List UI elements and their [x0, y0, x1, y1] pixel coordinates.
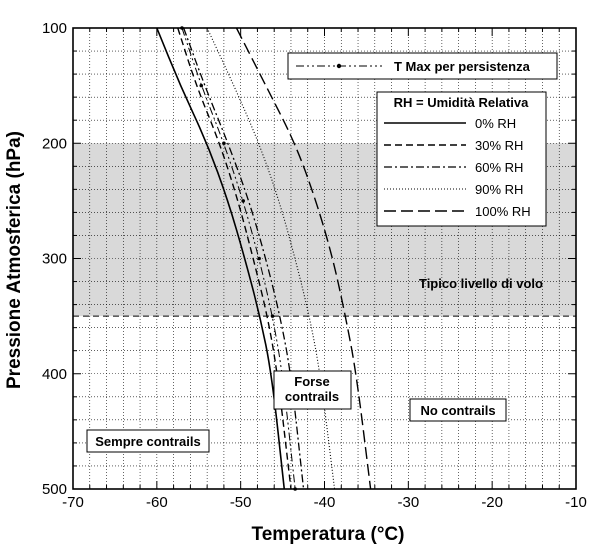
x-tick-label: -30	[397, 494, 419, 511]
legend-label-2: 60% RH	[475, 160, 523, 175]
series-line-1	[177, 27, 292, 490]
legend-label-1: 30% RH	[475, 138, 523, 153]
x-tick-label: -10	[565, 494, 587, 511]
y-tick-label: 100	[42, 20, 67, 37]
series-layer	[156, 26, 372, 491]
y-tick-label: 300	[42, 251, 67, 268]
legend-label-4: 100% RH	[475, 204, 531, 219]
legend-tmax: T Max per persistenza	[287, 52, 558, 80]
flight-band-label: Tipico livello di volo	[419, 276, 543, 291]
tmax-marker	[241, 199, 245, 203]
tmax-marker	[270, 314, 275, 318]
legend-label-3: 90% RH	[475, 182, 523, 197]
x-tick-label: -70	[62, 494, 84, 511]
series-line-3	[206, 27, 336, 490]
annotation-box-forse	[273, 370, 352, 410]
y-axis-title: Pressione Atmosferica (hPa)	[4, 131, 25, 389]
legend-tmax-marker	[336, 63, 342, 69]
annotation-forse-line-2: contrails	[285, 389, 339, 404]
series-line-5	[181, 27, 296, 490]
series-line-4	[235, 27, 372, 490]
annotation-forse-line-1: Forse	[294, 374, 329, 389]
legend-rh-title: RH = Umidità Relativa	[394, 95, 530, 110]
x-tick-label: -60	[146, 494, 168, 511]
legend-rh: RH = Umidità Relativa 0% RH 30% RH 60% RH 9…	[376, 91, 547, 227]
annotation-box-sempre	[86, 429, 210, 453]
x-tick-label: -20	[481, 494, 503, 511]
series-line-2	[183, 27, 305, 490]
legend-rh-box	[376, 91, 547, 227]
tmax-marker	[222, 141, 226, 146]
y-tick-label: 200	[42, 135, 67, 152]
series-line-0	[156, 27, 286, 490]
x-tick-label: -40	[314, 494, 336, 511]
legend-label-0: 0% RH	[475, 116, 516, 131]
legend-tmax-label: T Max per persistenza	[394, 59, 531, 74]
y-tick-label: 500	[42, 481, 67, 498]
annotations: Forse contrails No contrails Sempre cont…	[86, 276, 543, 453]
tmax-marker	[257, 256, 261, 261]
annotation-sempre-text: Sempre contrails	[95, 434, 201, 449]
legend-tmax-box	[287, 52, 558, 80]
annotation-box-no	[409, 398, 507, 422]
x-axis-title: Temperatura (°C)	[252, 524, 405, 545]
y-tick-label: 400	[42, 366, 67, 383]
tmax-marker	[199, 83, 204, 88]
annotation-no-text: No contrails	[420, 403, 495, 418]
x-tick-label: -50	[230, 494, 252, 511]
axis-ticks: -70 -60 -50 -40 -30 -20 -10 100 200 300 400 500	[42, 20, 587, 511]
